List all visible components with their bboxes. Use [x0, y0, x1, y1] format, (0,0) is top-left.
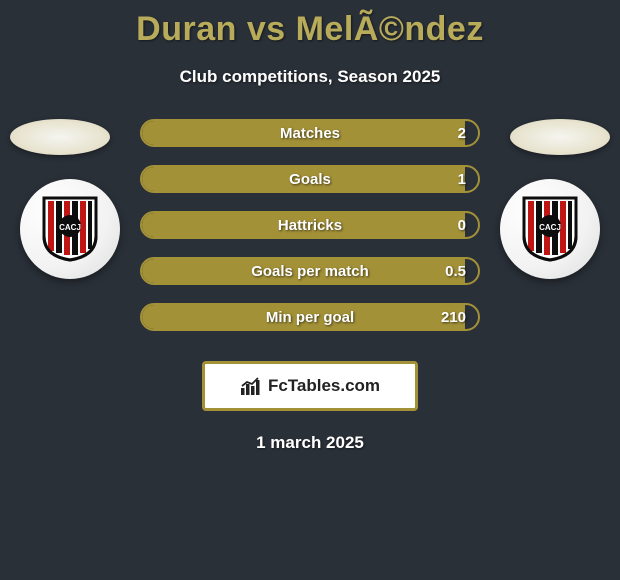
stat-fill: [142, 121, 465, 145]
svg-text:CACJ: CACJ: [539, 223, 561, 232]
stat-row: Hattricks 0: [140, 211, 480, 239]
shield-icon: CACJ: [42, 196, 98, 262]
team-badge-left: CACJ: [20, 179, 120, 279]
chart-icon: [240, 376, 262, 396]
stat-row: Matches 2: [140, 119, 480, 147]
stats-list: Matches 2 Goals 1 Hattricks 0 Goals per …: [140, 119, 480, 331]
shield-icon: CACJ: [522, 196, 578, 262]
team-badge-right: CACJ: [500, 179, 600, 279]
player-halo-right: [510, 119, 610, 155]
stat-row: Min per goal 210: [140, 303, 480, 331]
stat-value: 0: [458, 217, 466, 234]
stat-row: Goals per match 0.5: [140, 257, 480, 285]
player-halo-left: [10, 119, 110, 155]
stat-fill: [142, 259, 465, 283]
svg-text:CACJ: CACJ: [59, 223, 81, 232]
stat-value: 2: [458, 125, 466, 142]
branding-box[interactable]: FcTables.com: [202, 361, 418, 411]
stat-value: 0.5: [445, 263, 466, 280]
page-title: Duran vs MelÃ©ndez: [0, 0, 620, 49]
stat-fill: [142, 213, 465, 237]
branding-text: FcTables.com: [268, 376, 380, 396]
stat-row: Goals 1: [140, 165, 480, 193]
stat-fill: [142, 167, 465, 191]
date-text: 1 march 2025: [0, 433, 620, 453]
comparison-content: CACJ CACJ Matches 2: [0, 119, 620, 453]
stat-value: 1: [458, 171, 466, 188]
subtitle: Club competitions, Season 2025: [0, 67, 620, 87]
stat-value: 210: [441, 309, 466, 326]
stat-fill: [142, 305, 465, 329]
